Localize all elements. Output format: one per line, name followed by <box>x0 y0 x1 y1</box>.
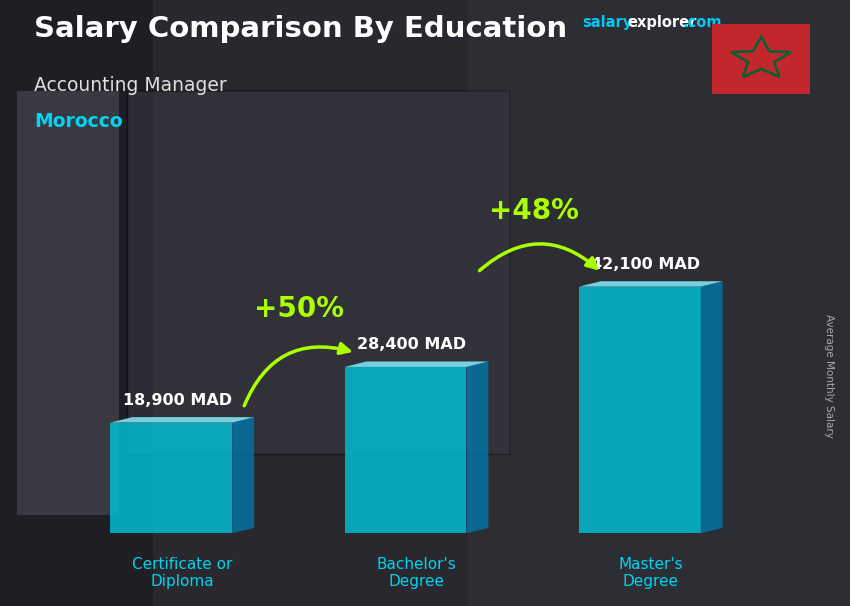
Text: Bachelor's
Degree: Bachelor's Degree <box>377 557 456 589</box>
Polygon shape <box>232 417 254 533</box>
Text: 42,100 MAD: 42,100 MAD <box>592 257 700 272</box>
Bar <box>110 422 232 533</box>
Polygon shape <box>344 362 489 367</box>
Bar <box>468 0 850 606</box>
Bar <box>0 0 153 606</box>
Polygon shape <box>579 281 722 287</box>
FancyBboxPatch shape <box>128 91 510 454</box>
Text: Accounting Manager: Accounting Manager <box>34 76 227 95</box>
Bar <box>579 287 700 533</box>
Text: Salary Comparison By Education: Salary Comparison By Education <box>34 15 567 43</box>
Text: explorer: explorer <box>627 15 697 30</box>
Text: 18,900 MAD: 18,900 MAD <box>123 393 232 408</box>
Text: Average Monthly Salary: Average Monthly Salary <box>824 314 834 438</box>
Text: Certificate or
Diploma: Certificate or Diploma <box>132 557 232 589</box>
Text: +48%: +48% <box>489 197 579 225</box>
Polygon shape <box>110 417 254 422</box>
Bar <box>344 367 467 533</box>
Text: salary: salary <box>582 15 632 30</box>
Polygon shape <box>700 281 722 533</box>
Text: .com: .com <box>683 15 722 30</box>
Bar <box>17 91 119 515</box>
Polygon shape <box>467 362 489 533</box>
Text: 28,400 MAD: 28,400 MAD <box>357 338 466 352</box>
Text: Morocco: Morocco <box>34 112 122 131</box>
Text: +50%: +50% <box>254 295 344 323</box>
Text: Master's
Degree: Master's Degree <box>619 557 683 589</box>
